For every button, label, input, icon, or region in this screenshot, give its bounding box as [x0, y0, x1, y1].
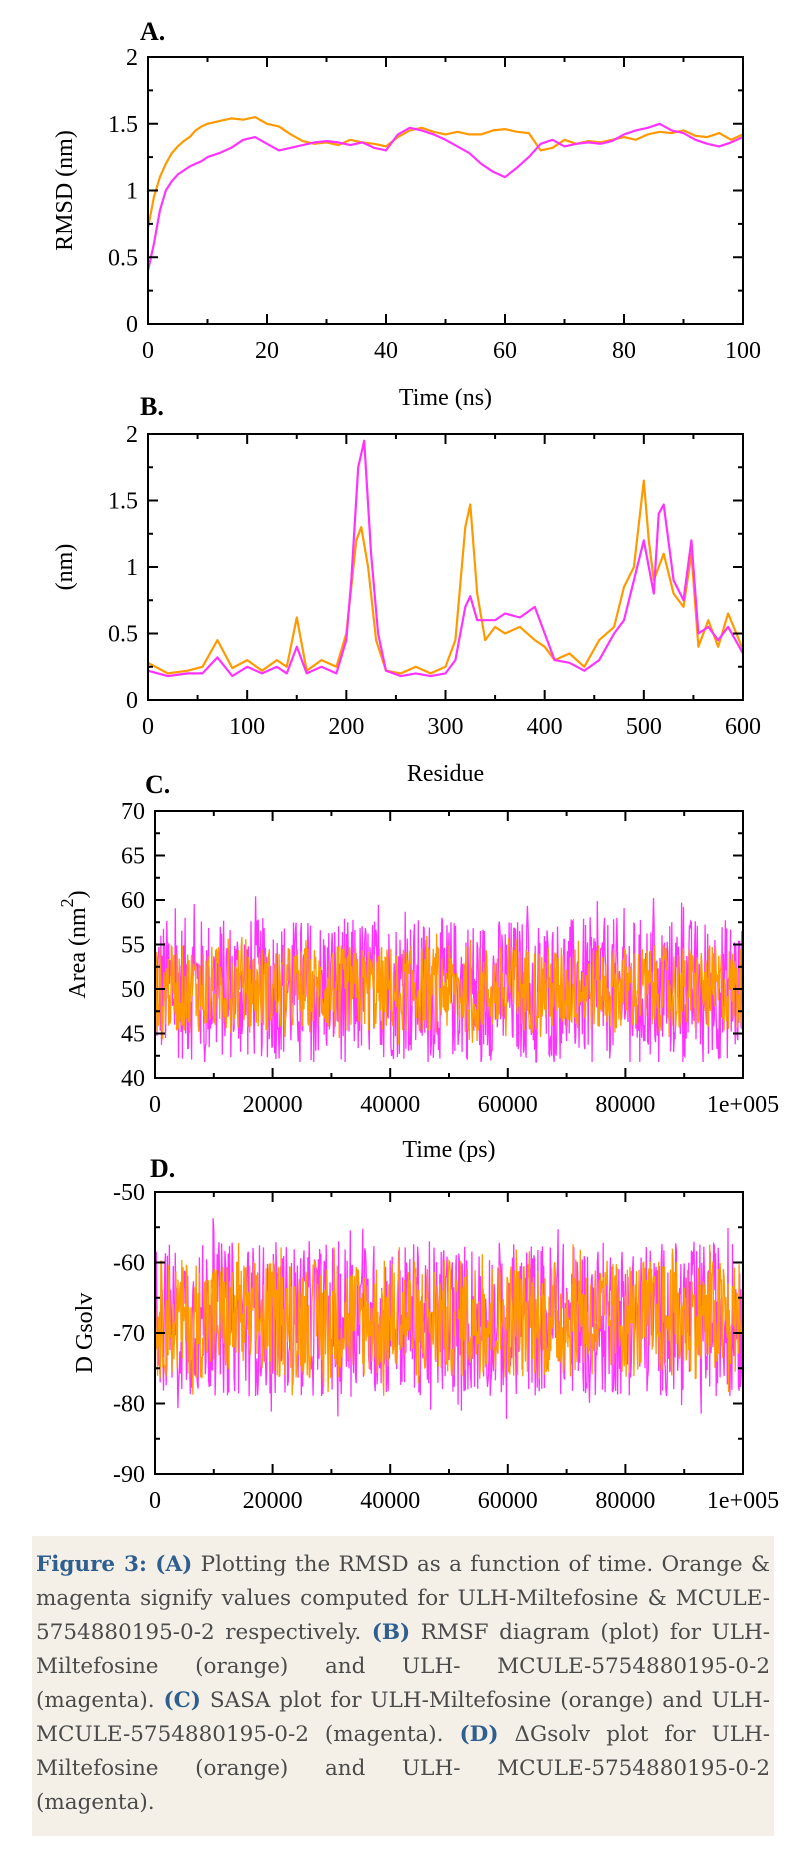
panel-label: B. [140, 392, 164, 421]
x-tick-label: 100 [725, 338, 761, 364]
x-tick-label: 20 [255, 338, 279, 364]
panel-3: 0 20000 40000 60000 80000 1e+005 40 45 50 55 60 65 7… [57, 770, 779, 1163]
series-line-magenta [148, 122, 743, 271]
y-tick-label: 2 [126, 45, 138, 71]
series-line-orange [155, 1243, 743, 1396]
caption-text-a: Plotting the RMSD as a function of time.… [36, 1552, 771, 1645]
panel-label: D. [150, 1154, 175, 1183]
caption-tag-a: (A) [155, 1552, 193, 1577]
x-tick-label: 20000 [243, 1488, 303, 1514]
x-tick-label: 0 [142, 714, 154, 740]
x-tick-label: 0 [149, 1488, 161, 1514]
plot-frame [147, 433, 744, 701]
x-tick-label: 400 [527, 714, 563, 740]
x-tick-label: 0 [149, 1092, 161, 1118]
panel-label: C. [145, 770, 170, 799]
x-axis-title: Time (ps) [402, 1137, 495, 1163]
y-tick-label: -50 [113, 1180, 145, 1206]
caption-text-c: SASA plot for ULH-Miltefosine (orange) a… [36, 1688, 770, 1747]
x-tick-label: 80000 [595, 1092, 655, 1118]
series-line-magenta [148, 439, 743, 678]
y-tick-label: 0 [126, 312, 138, 338]
caption-tag-b: (B) [371, 1620, 411, 1645]
y-tick-label: 50 [121, 977, 145, 1003]
panel-label: A. [140, 17, 165, 46]
series-line-magenta [155, 1218, 743, 1419]
x-tick-label: 1e+005 [707, 1488, 779, 1514]
y-tick-label: 70 [121, 799, 145, 825]
y-tick-label: -80 [113, 1392, 145, 1418]
x-tick-label: 200 [328, 714, 364, 740]
series-group [148, 116, 743, 271]
caption-text-b: RMSF diagram (plot) for ULH-Miltefosine … [36, 1620, 771, 1713]
series-group [155, 1218, 743, 1419]
y-tick-label: 60 [121, 888, 145, 914]
x-tick-label: 1e+005 [707, 1092, 779, 1118]
series-group [155, 896, 743, 1063]
y-tick-label: 2 [126, 422, 138, 448]
x-tick-label: 80 [612, 338, 636, 364]
y-tick-label: 1 [126, 179, 138, 205]
y-tick-label: -70 [113, 1321, 145, 1347]
caption-tag-c: (C) [163, 1688, 201, 1713]
y-axis-title: (nm) [52, 544, 78, 591]
caption-tag-d: (D) [459, 1722, 499, 1747]
y-tick-label: 1.5 [108, 112, 138, 138]
series-line-orange [155, 933, 743, 1045]
panel-1: 0 20 40 60 80 100 0 0.5 1 1.5 2A. Time (ns) RMSD (nm… [52, 17, 761, 411]
y-axis-title: D Gsolv [72, 1293, 98, 1374]
y-axis-title: Area (nm2) [57, 890, 91, 998]
x-tick-label: 60000 [478, 1092, 538, 1118]
figure-caption: Figure 3: (A) Plotting the RMSD as a fun… [32, 1536, 774, 1836]
y-tick-label: 0.5 [108, 622, 138, 648]
y-axis-title: RMSD (nm) [52, 130, 78, 251]
y-tick-label: -60 [113, 1251, 145, 1277]
y-tick-label: 40 [121, 1066, 145, 1092]
y-tick-label: 0.5 [108, 245, 138, 271]
x-tick-label: 500 [626, 714, 662, 740]
x-tick-label: 0 [142, 338, 154, 364]
series-line-orange [148, 116, 743, 229]
x-tick-label: 300 [428, 714, 464, 740]
x-tick-label: 60000 [478, 1488, 538, 1514]
series-line-orange [148, 479, 743, 675]
panel-4: 0 20000 40000 60000 80000 1e+005 -90 -80 -70 -60 -… [72, 1154, 779, 1514]
x-tick-label: 600 [725, 714, 761, 740]
y-tick-label: 65 [121, 844, 145, 870]
panel-2: 0 100 200 300 400 500 600 0 0.5 1 1.5 2B. Residue (nm… [52, 392, 761, 787]
x-tick-label: 60 [493, 338, 517, 364]
caption-text-d: ΔGsolv plot for ULH-Miltefosine (orange)… [36, 1722, 770, 1815]
y-tick-label: 1 [126, 555, 138, 581]
x-tick-label: 40000 [360, 1092, 420, 1118]
x-tick-label: 80000 [595, 1488, 655, 1514]
y-tick-label: 45 [121, 1022, 145, 1048]
x-axis-title: Residue [407, 761, 484, 787]
x-tick-label: 40000 [360, 1488, 420, 1514]
x-tick-label: 20000 [243, 1092, 303, 1118]
plot-frame [147, 56, 744, 325]
x-tick-label: 40 [374, 338, 398, 364]
y-tick-label: 1.5 [108, 489, 138, 515]
caption-label: Figure 3: [36, 1552, 147, 1577]
y-tick-label: 0 [126, 688, 138, 714]
x-axis-title: Time (ns) [399, 385, 492, 411]
y-tick-label: -90 [113, 1462, 145, 1488]
x-tick-label: 100 [229, 714, 265, 740]
series-group [148, 439, 743, 678]
y-tick-label: 55 [121, 933, 145, 959]
